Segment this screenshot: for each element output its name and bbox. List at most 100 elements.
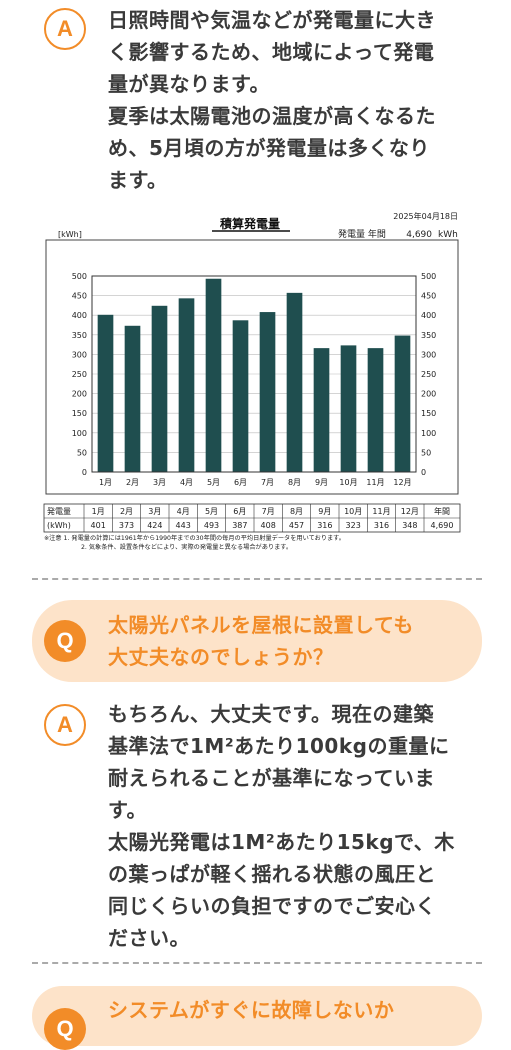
- chart-note-2: 2. 気象条件、設置条件などにより、実際の発電量と異なる場合があります。: [81, 543, 292, 551]
- chart-bar: [151, 305, 168, 472]
- data-table-value: 316: [374, 521, 389, 530]
- answer-line: の葉っぱが軽く揺れる状態の風圧と: [108, 862, 436, 886]
- y-tick-label-left: 400: [72, 311, 87, 320]
- data-table-month: 4月: [177, 507, 190, 516]
- y-tick-label-left: 150: [72, 409, 87, 418]
- data-table-month: 6月: [233, 507, 246, 516]
- data-table-month: 7月: [262, 507, 275, 516]
- chart-bar: [394, 335, 411, 472]
- y-tick-label-right: 50: [421, 448, 431, 457]
- x-tick-label: 6月: [234, 478, 247, 487]
- chart-date: 2025年04月18日: [393, 211, 458, 221]
- chart-bar: [178, 298, 195, 472]
- chart-bar: [286, 292, 303, 472]
- y-tick-label-left: 0: [82, 468, 87, 477]
- data-table-total: 4,690: [431, 521, 454, 530]
- question-text: 太陽光パネルを屋根に設置しても 大丈夫なのでしょうか？: [108, 609, 462, 673]
- x-tick-label: 2月: [126, 478, 139, 487]
- x-tick-label: 4月: [180, 478, 193, 487]
- answer-line: す。: [108, 798, 147, 822]
- question-line: システムがすぐに故障しないか: [108, 998, 395, 1022]
- data-table-value: 373: [119, 521, 134, 530]
- data-table-value: 387: [232, 521, 247, 530]
- y-tick-label-right: 400: [421, 311, 436, 320]
- y-tick-label-right: 100: [421, 429, 436, 438]
- data-table-value: 457: [289, 521, 304, 530]
- chart-bar: [232, 320, 249, 472]
- data-table-month: 11月: [372, 507, 390, 516]
- generation-chart: 積算発電量 2025年04月18日 発電量 年間 4,690 kWh [kWh]…: [43, 211, 461, 551]
- question-line: 大丈夫なのでしょうか？: [108, 645, 334, 669]
- chart-bar: [97, 314, 114, 472]
- x-tick-label: 9月: [315, 478, 328, 487]
- answer-badge: A: [44, 8, 86, 50]
- data-table-value: 493: [204, 521, 219, 530]
- y-tick-label-left: 300: [72, 350, 87, 359]
- data-table-month: 3月: [148, 507, 161, 516]
- data-table-value: 443: [176, 521, 191, 530]
- data-table-month: 9月: [318, 507, 331, 516]
- annual-label: 発電量 年間: [338, 228, 386, 240]
- answer-line: ださい。: [108, 926, 190, 950]
- data-table-month: 10月: [344, 507, 362, 516]
- y-tick-label-right: 250: [421, 370, 436, 379]
- data-table-month: 8月: [290, 507, 303, 516]
- answer-line: く影響するため、地域によって発電: [108, 40, 435, 64]
- data-table-month: 2月: [120, 507, 133, 516]
- data-table-value: 323: [346, 521, 361, 530]
- chart-note-1: ※注意 1. 発電量の計算には1961年から1990年までの30年間の毎月の平均…: [44, 534, 345, 542]
- y-tick-label-right: 200: [421, 390, 436, 399]
- y-tick-label-right: 150: [421, 409, 436, 418]
- chart-bar: [259, 312, 276, 472]
- section-divider: [32, 578, 482, 580]
- x-tick-label: 10月: [339, 478, 357, 487]
- y-tick-label-right: 350: [421, 331, 436, 340]
- section-divider: [32, 962, 482, 964]
- data-table-month: 12月: [401, 507, 419, 516]
- chart-bar: [205, 278, 222, 472]
- x-tick-label: 11月: [366, 478, 384, 487]
- answer-line: 太陽光発電は1M²あたり15kgで、木: [108, 830, 455, 854]
- y-tick-label-right: 300: [421, 350, 436, 359]
- data-table-value: 424: [147, 521, 162, 530]
- answer-line: 量が異なります。: [108, 72, 270, 96]
- data-table-value: 348: [402, 521, 417, 530]
- question-box[interactable]: Q システムがすぐに故障しないか: [32, 986, 482, 1050]
- y-tick-label-left: 350: [72, 331, 87, 340]
- data-table-month: 1月: [92, 507, 105, 516]
- answer-line: もちろん、大丈夫です。現在の建築: [108, 702, 434, 726]
- answer-line: 同じくらいの負担ですのでご安心く: [108, 894, 436, 918]
- y-tick-label-left: 100: [72, 429, 87, 438]
- answer-line: め、5月頃の方が発電量は多くなり: [108, 136, 430, 160]
- answer-line: 耐えられることが基準になっていま: [108, 766, 435, 790]
- answer-line: 基準法で1M²あたり100kgの重量に: [108, 734, 450, 758]
- y-tick-label-right: 0: [421, 468, 426, 477]
- data-table-total-header: 年間: [434, 506, 450, 516]
- x-tick-label: 7月: [261, 478, 274, 487]
- data-table-value: 316: [317, 521, 332, 530]
- chart-bar: [313, 348, 330, 472]
- y-tick-label-left: 450: [72, 292, 87, 301]
- annual-unit: kWh: [438, 230, 458, 240]
- y-tick-label-left: 500: [72, 272, 87, 281]
- annual-value: 4,690: [406, 230, 432, 240]
- y-axis-label: [kWh]: [58, 230, 82, 239]
- answer-line: ます。: [108, 168, 168, 192]
- chart-bar: [367, 348, 384, 472]
- answer-line: 夏季は太陽電池の温度が高くなるた: [108, 104, 436, 128]
- y-tick-label-right: 500: [421, 272, 436, 281]
- chart-title: 積算発電量: [219, 216, 280, 231]
- data-table-unit-label: (kWh): [47, 521, 71, 530]
- question-badge: Q: [44, 620, 86, 662]
- chart-bar: [124, 325, 141, 472]
- question-line: 太陽光パネルを屋根に設置しても: [108, 613, 414, 637]
- x-tick-label: 3月: [153, 478, 166, 487]
- data-table-row-label: 発電量: [47, 507, 71, 516]
- data-table-value: 408: [261, 521, 276, 530]
- question-box[interactable]: Q 太陽光パネルを屋根に設置しても 大丈夫なのでしょうか？: [32, 600, 482, 682]
- x-tick-label: 12月: [393, 478, 411, 487]
- data-table-value: 401: [91, 521, 106, 530]
- answer-badge: A: [44, 704, 86, 746]
- answer-text: もちろん、大丈夫です。現在の建築 基準法で1M²あたり100kgの重量に 耐えら…: [108, 698, 480, 954]
- x-tick-label: 8月: [288, 478, 301, 487]
